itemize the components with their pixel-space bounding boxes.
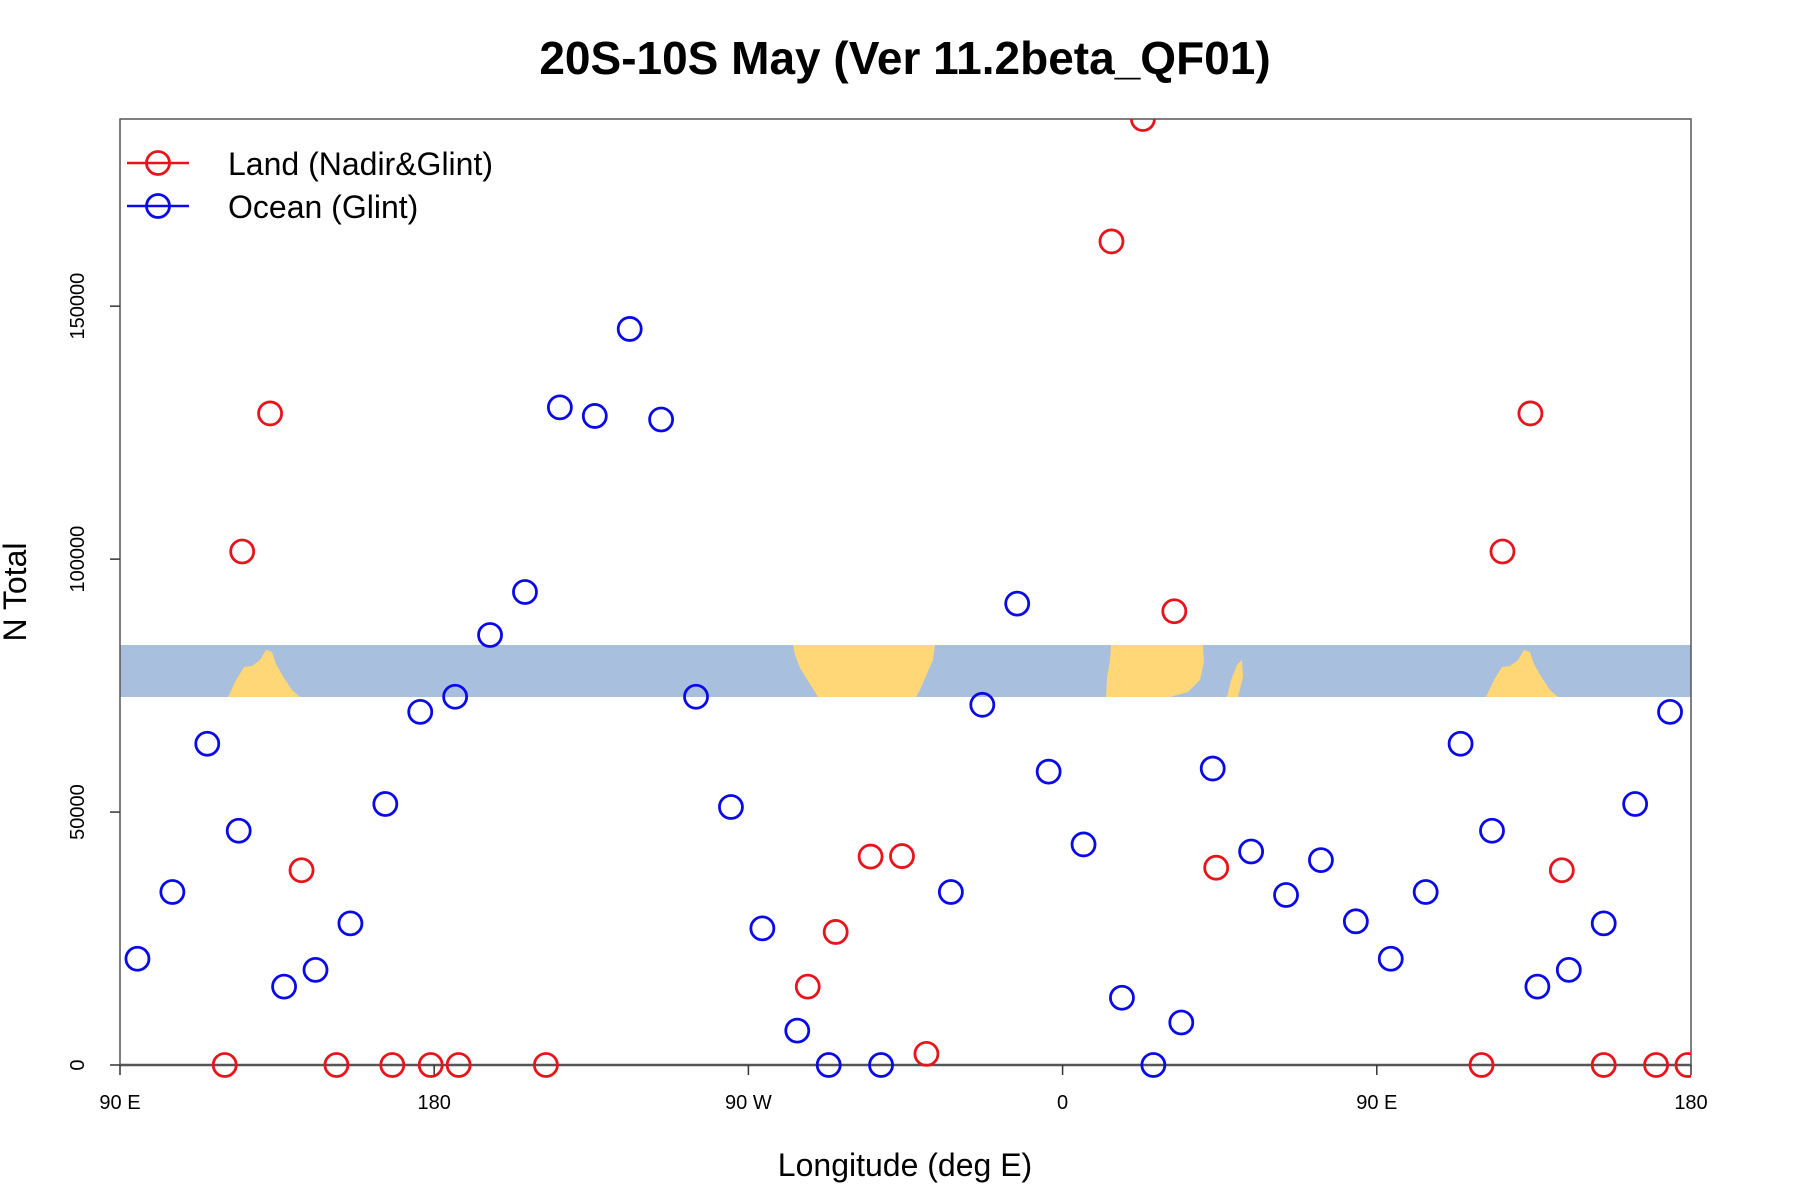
ocean-point-22 bbox=[937, 879, 964, 905]
ocean-point-30 bbox=[1199, 755, 1226, 782]
land-point-20 bbox=[1517, 400, 1544, 427]
x-tick-label-3: 0 bbox=[1057, 1092, 1068, 1114]
ocean-point-0 bbox=[124, 945, 151, 972]
ocean-point-5 bbox=[302, 956, 329, 983]
ocean-point-11 bbox=[512, 579, 538, 605]
ocean-point-20 bbox=[815, 1052, 842, 1078]
y-tick-label-1: 50000 bbox=[67, 784, 89, 840]
ocean-point-24 bbox=[1004, 590, 1031, 617]
ocean-point-17 bbox=[718, 794, 744, 820]
map-land-3 bbox=[1227, 660, 1243, 697]
land-point-8 bbox=[533, 1052, 559, 1078]
x-tick-label-5: 180 bbox=[1674, 1092, 1707, 1114]
ocean-point-35 bbox=[1377, 945, 1404, 972]
y-tick-label-0: 0 bbox=[67, 1059, 89, 1070]
map-land-0 bbox=[228, 650, 300, 697]
ocean-point-3 bbox=[225, 817, 252, 844]
land-point-3 bbox=[288, 857, 315, 884]
x-tick-label-4: 90 E bbox=[1356, 1092, 1397, 1114]
x-tick-label-1: 180 bbox=[418, 1092, 451, 1114]
land-point-2 bbox=[257, 400, 284, 427]
chart-title: 20S-10S May (Ver 11.2beta_QF01) bbox=[539, 32, 1270, 84]
ocean-point-21 bbox=[868, 1052, 894, 1078]
ocean-point-32 bbox=[1273, 882, 1299, 908]
ocean-point-38 bbox=[1479, 817, 1505, 844]
legend-land-label: Land (Nadir&Glint) bbox=[228, 146, 493, 182]
legend-ocean-marker bbox=[145, 193, 171, 219]
land-point-0 bbox=[211, 1052, 238, 1078]
data-points bbox=[124, 119, 1691, 1078]
land-point-9 bbox=[794, 973, 821, 1000]
land-point-7 bbox=[445, 1052, 472, 1078]
ocean-point-10 bbox=[477, 622, 503, 648]
ocean-point-43 bbox=[1657, 698, 1683, 725]
ocean-point-18 bbox=[749, 915, 776, 942]
legend-land-marker bbox=[145, 150, 171, 176]
y-tick-label-2: 100000 bbox=[67, 526, 89, 593]
ocean-point-39 bbox=[1524, 973, 1551, 1000]
land-point-19 bbox=[1489, 538, 1516, 565]
ocean-point-4 bbox=[271, 973, 297, 1000]
ocean-point-6 bbox=[337, 910, 364, 937]
land-point-12 bbox=[889, 843, 915, 869]
ocean-point-33 bbox=[1308, 847, 1334, 874]
plot-frame bbox=[119, 118, 1692, 1066]
land-point-5 bbox=[379, 1052, 406, 1078]
land-point-14 bbox=[1098, 228, 1125, 255]
ocean-point-1 bbox=[159, 879, 186, 905]
land-point-11 bbox=[857, 843, 884, 870]
legend-ocean-label: Ocean (Glint) bbox=[228, 189, 418, 225]
x-axis: 90 E 180 90 W 0 90 E 180 bbox=[99, 1065, 1708, 1114]
ocean-point-12 bbox=[546, 394, 573, 421]
land-point-15 bbox=[1129, 119, 1156, 132]
ocean-point-25 bbox=[1035, 758, 1062, 785]
land-point-4 bbox=[323, 1052, 350, 1078]
ocean-point-26 bbox=[1070, 831, 1097, 858]
ocean-point-31 bbox=[1238, 838, 1265, 865]
x-tick-label-2: 90 W bbox=[725, 1092, 772, 1114]
ocean-point-9 bbox=[442, 683, 469, 710]
map-land-4 bbox=[1486, 650, 1558, 697]
ocean-point-28 bbox=[1140, 1052, 1167, 1078]
ocean-point-41 bbox=[1590, 910, 1617, 937]
ocean-point-7 bbox=[372, 791, 399, 817]
land-point-24 bbox=[1674, 1052, 1691, 1078]
ocean-point-2 bbox=[194, 730, 221, 757]
ocean-point-37 bbox=[1447, 730, 1474, 757]
y-axis: 0 50000 100000 150000 bbox=[67, 273, 120, 1071]
map-land-2 bbox=[1106, 645, 1204, 697]
ocean-point-16 bbox=[683, 683, 709, 710]
land-point-1 bbox=[229, 538, 256, 565]
ocean-point-23 bbox=[969, 691, 996, 718]
y-tick-label-3: 150000 bbox=[67, 273, 89, 340]
land-point-16 bbox=[1161, 598, 1188, 625]
land-point-21 bbox=[1548, 857, 1575, 884]
ocean-point-8 bbox=[407, 698, 434, 725]
y-axis-label: N Total bbox=[0, 542, 33, 641]
legend: Land (Nadir&Glint) Ocean (Glint) bbox=[127, 146, 493, 225]
land-point-17 bbox=[1203, 854, 1230, 881]
x-tick-label-0: 90 E bbox=[99, 1092, 140, 1114]
ocean-point-40 bbox=[1555, 956, 1582, 983]
ocean-point-29 bbox=[1168, 1009, 1195, 1036]
land-point-18 bbox=[1468, 1052, 1495, 1078]
ocean-point-15 bbox=[648, 406, 675, 433]
land-point-6 bbox=[417, 1052, 444, 1078]
ocean-point-14 bbox=[616, 316, 643, 342]
map-land-1 bbox=[793, 645, 935, 697]
ocean-point-42 bbox=[1622, 791, 1649, 817]
land-point-22 bbox=[1590, 1052, 1617, 1078]
ocean-point-36 bbox=[1412, 879, 1439, 905]
ocean-point-19 bbox=[784, 1017, 811, 1044]
ocean-point-34 bbox=[1342, 908, 1369, 935]
x-axis-label: Longitude (deg E) bbox=[778, 1147, 1032, 1183]
land-point-10 bbox=[822, 919, 849, 945]
map-band bbox=[120, 645, 1691, 697]
land-point-23 bbox=[1643, 1052, 1669, 1078]
ocean-point-13 bbox=[581, 403, 608, 429]
land-point-13 bbox=[913, 1040, 940, 1067]
ocean-point-27 bbox=[1109, 984, 1135, 1011]
